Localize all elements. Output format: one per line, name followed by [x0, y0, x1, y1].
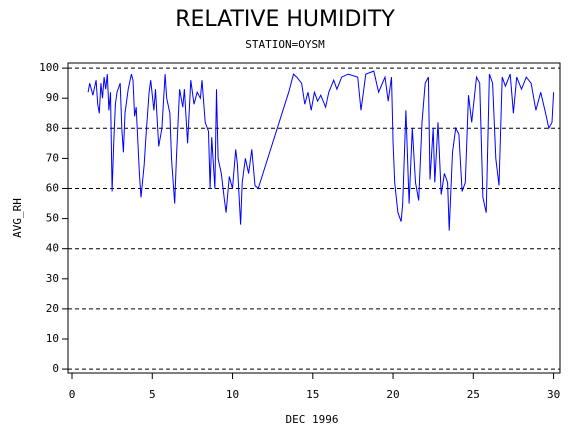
- y-tick-label: 0: [52, 362, 59, 375]
- x-tick-label: 15: [306, 388, 319, 401]
- x-tick-label: 10: [226, 388, 239, 401]
- chart-subtitle: STATION=OYSM: [245, 38, 325, 51]
- y-tick-label: 60: [46, 182, 59, 195]
- y-tick-label: 10: [46, 332, 59, 345]
- plot-frame: [67, 62, 561, 374]
- y-axis-label: AVG_RH: [11, 198, 24, 238]
- y-tick-label: 100: [39, 61, 59, 74]
- y-tick-label: 20: [46, 302, 59, 315]
- data-line: [87, 70, 555, 231]
- y-tick-label: 30: [46, 272, 59, 285]
- y-tick-label: 90: [46, 91, 59, 104]
- y-tick-label: 80: [46, 121, 59, 134]
- y-tick-label: 50: [46, 212, 59, 225]
- x-tick-label: 25: [467, 388, 480, 401]
- x-tick-label: 30: [547, 388, 560, 401]
- x-axis-label: DEC 1996: [286, 413, 339, 426]
- y-tick-label: 70: [46, 151, 59, 164]
- x-tick-label: 0: [69, 388, 76, 401]
- y-tick-label: 40: [46, 242, 59, 255]
- x-tick-label: 5: [149, 388, 156, 401]
- chart-title: RELATIVE HUMIDITY: [175, 7, 395, 32]
- x-tick-label: 20: [386, 388, 399, 401]
